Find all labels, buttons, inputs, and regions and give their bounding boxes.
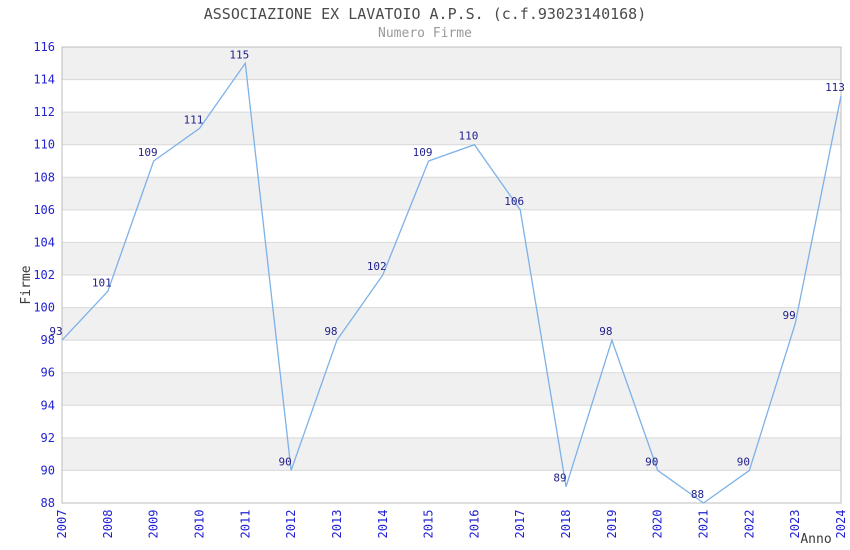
point-label: 109	[138, 146, 158, 159]
y-axis-tick-label: 92	[41, 431, 55, 445]
x-axis-tick-label: 2017	[513, 510, 527, 539]
x-axis-tick-label: 2012	[284, 510, 298, 539]
point-label: 99	[783, 309, 796, 322]
series-line	[61, 61, 842, 504]
y-axis-tick-label: 98	[41, 333, 55, 347]
point-label: 90	[645, 455, 658, 468]
point-label: 90	[278, 455, 291, 468]
band	[62, 242, 841, 275]
x-axis-tick-label: 2009	[147, 510, 161, 539]
band	[62, 47, 841, 80]
chart-title: ASSOCIAZIONE EX LAVATOIO A.P.S. (c.f.930…	[203, 5, 647, 23]
point-label: 93	[49, 325, 62, 338]
band	[62, 307, 841, 341]
x-axis-tick-label: 2024	[834, 510, 848, 539]
point-label: 110	[458, 130, 478, 143]
chart-layers: 93 101 109 111 115 90 98 102 109 110 106 89 98 90 88 90…	[33, 40, 848, 538]
x-axis-tick-label: 2011	[238, 510, 252, 539]
y-axis-tick-label: 112	[33, 105, 55, 119]
point-label: 90	[737, 455, 750, 468]
x-axis-tick-label: 2023	[788, 510, 802, 539]
y-axis-tick-label: 94	[41, 398, 55, 412]
x-axis-tick-label: 2008	[101, 510, 115, 539]
y-axis-tick-label: 100	[33, 301, 55, 315]
chart-subtitle: Numero Firme	[378, 26, 472, 41]
x-axis-tick-label: 2021	[697, 510, 711, 539]
y-axis-tick-label: 96	[41, 366, 55, 380]
y-axis-tick-label: 116	[33, 40, 55, 54]
point-label: 109	[413, 146, 433, 159]
x-axis-tick-label: 2010	[192, 510, 206, 539]
y-axis-tick-label: 108	[33, 170, 55, 184]
point-label: 102	[367, 260, 387, 273]
band	[62, 437, 841, 471]
band	[62, 112, 841, 145]
point-label: 98	[599, 325, 612, 338]
x-axis-tick-label: 2022	[742, 510, 756, 539]
point-label: 98	[324, 325, 337, 338]
band	[62, 372, 841, 406]
x-axis-tick-label: 2019	[605, 510, 619, 539]
y-axis-tick-label: 88	[41, 496, 55, 510]
point-label: 101	[92, 276, 112, 289]
point-label: 88	[691, 488, 704, 501]
x-axis-tick-label: 2020	[651, 510, 665, 539]
x-axis-tick-label: 2018	[559, 510, 573, 539]
x-axis-tick-label: 2016	[467, 510, 481, 539]
y-axis-tick-label: 102	[33, 268, 55, 282]
point-label: 106	[504, 195, 524, 208]
x-axis-tick-label: 2014	[376, 510, 390, 539]
x-axis-tick-label: 2015	[422, 510, 436, 539]
y-axis-tick-label: 114	[33, 73, 55, 87]
y-axis-tick-label: 110	[33, 138, 55, 152]
y-axis-title: Firme	[19, 265, 34, 304]
point-label: 89	[553, 472, 566, 485]
y-axis-tick-label: 106	[33, 203, 55, 217]
x-axis-tick-label: 2013	[330, 510, 344, 539]
band	[62, 177, 841, 210]
plot-border	[61, 46, 842, 504]
point-label: 113	[825, 81, 845, 94]
point-label: 115	[229, 48, 249, 61]
x-axis-tick-label: 2007	[55, 510, 69, 539]
y-axis-tick-label: 104	[33, 235, 55, 249]
x-axis-title: Anno	[800, 532, 831, 547]
y-axis-tick-label: 90	[41, 463, 55, 477]
point-label: 111	[184, 113, 204, 126]
